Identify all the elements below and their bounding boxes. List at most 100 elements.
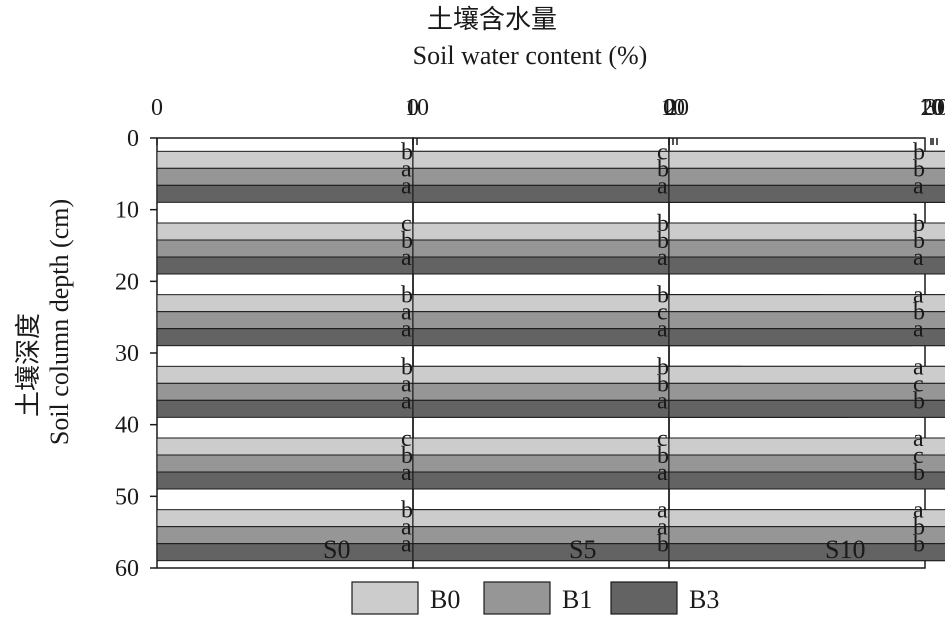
legend-swatch-b3: [610, 581, 678, 615]
significance-letter: b: [657, 283, 669, 309]
significance-letter: a: [913, 245, 924, 271]
significance-letter: c: [913, 443, 924, 469]
significance-letter: a: [401, 245, 412, 271]
significance-letter: a: [913, 498, 924, 524]
panel-label-s5: S5: [569, 535, 596, 564]
bar-b1: [668, 311, 945, 330]
x-tick-label: 0: [407, 95, 419, 121]
significance-letter: b: [401, 228, 413, 254]
significance-letter: a: [657, 460, 668, 486]
bar-b3: [668, 399, 945, 418]
significance-letter: c: [401, 426, 412, 452]
bar-b3: [668, 471, 945, 490]
legend-label-b1: B1: [562, 585, 592, 614]
x-tick-label: 20: [665, 95, 689, 121]
x-tick-label: 30: [925, 95, 945, 121]
significance-letter: c: [657, 426, 668, 452]
significance-letter: a: [913, 426, 924, 452]
significance-letter: b: [401, 283, 413, 309]
significance-letter: a: [401, 156, 412, 182]
significance-letter: b: [913, 515, 925, 541]
bar-b0: [668, 509, 945, 528]
bar-b3: [668, 256, 945, 275]
significance-letter: a: [401, 532, 412, 558]
significance-letter: a: [401, 300, 412, 326]
bar-b0: [668, 222, 945, 241]
y-tick-label: 20: [115, 269, 139, 295]
x-tick-label: 10: [405, 95, 429, 121]
significance-letter: a: [913, 317, 924, 343]
significance-letter: b: [401, 139, 413, 165]
bar-b3: [668, 184, 945, 203]
bar-b1: [668, 454, 945, 473]
significance-letter: c: [657, 300, 668, 326]
significance-letter: b: [401, 498, 413, 524]
legend-swatch-b1: [483, 581, 551, 615]
bar-b3: [668, 328, 945, 347]
panel-frame-s10: [668, 137, 926, 569]
x-tick-label: 10: [661, 95, 685, 121]
significance-letter: c: [657, 139, 668, 165]
significance-letter: b: [657, 443, 669, 469]
significance-letter: a: [401, 371, 412, 397]
bar-b1: [668, 239, 945, 258]
y-axis-title-cn: 土壤深度: [14, 313, 43, 417]
significance-letter: c: [913, 371, 924, 397]
bar-b1: [668, 167, 945, 186]
significance-letter: b: [913, 300, 925, 326]
x-tick-label: 10: [919, 95, 943, 121]
x-tick-label: 20: [921, 95, 945, 121]
legend-swatch-b0: [351, 581, 419, 615]
x-tick-label: 0: [663, 95, 675, 121]
significance-letter: a: [913, 283, 924, 309]
significance-letter: b: [657, 156, 669, 182]
x-axis-title-cn: 土壤含水量: [427, 5, 557, 34]
significance-letter: b: [913, 139, 925, 165]
x-axis-title: Soil water content (%): [413, 41, 648, 70]
significance-letter: a: [913, 354, 924, 380]
y-tick-label: 10: [115, 198, 139, 224]
bar-b0: [668, 437, 945, 456]
bar-b0: [668, 294, 945, 313]
y-axis-title-group-en: Soil column depth (cm): [45, 199, 74, 445]
x-tick-label: 0: [151, 95, 163, 121]
y-axis-title: Soil column depth (cm): [45, 199, 74, 445]
significance-letter: a: [657, 317, 668, 343]
significance-letter: b: [401, 443, 413, 469]
y-tick-label: 30: [115, 341, 139, 367]
significance-letter: b: [401, 354, 413, 380]
significance-letter: b: [657, 354, 669, 380]
significance-letter: a: [913, 173, 924, 199]
significance-letter: b: [913, 156, 925, 182]
y-axis-title-group: 土壤深度: [14, 313, 43, 417]
panel-label-s10: S10: [825, 535, 865, 564]
significance-letter: a: [657, 388, 668, 414]
legend-label-b0: B0: [430, 585, 460, 614]
y-tick-label: 40: [115, 413, 139, 439]
significance-letter: a: [657, 245, 668, 271]
significance-letter: b: [913, 532, 925, 558]
significance-letter: a: [657, 498, 668, 524]
significance-letter: b: [913, 460, 925, 486]
y-tick-label: 0: [127, 126, 139, 152]
bar-b1: [668, 382, 945, 401]
panel-label-s0: S0: [323, 535, 350, 564]
y-tick-label: 50: [115, 484, 139, 510]
significance-letter: a: [401, 460, 412, 486]
significance-letter: a: [401, 515, 412, 541]
panels-layer: 0102030400102030405060baacbabaabaacbabaa…: [115, 95, 945, 582]
significance-letter: b: [657, 532, 669, 558]
bar-b0: [668, 365, 945, 384]
legend: B0 B1 B3: [351, 581, 719, 615]
significance-letter: b: [657, 371, 669, 397]
significance-letter: b: [913, 228, 925, 254]
significance-letter: b: [657, 228, 669, 254]
significance-letter: b: [913, 388, 925, 414]
significance-letter: a: [657, 515, 668, 541]
bar-b1: [668, 526, 945, 545]
significance-letter: b: [657, 211, 669, 237]
significance-letter: a: [401, 317, 412, 343]
significance-letter: a: [401, 173, 412, 199]
